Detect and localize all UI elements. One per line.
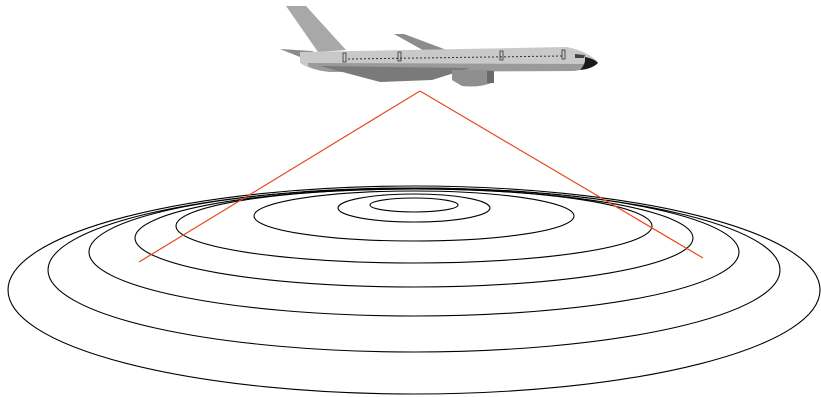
door-front (561, 49, 566, 60)
footprint-ring-3 (253, 190, 575, 242)
radar-beam (138, 90, 704, 263)
beam-line-right (419, 90, 704, 259)
door-mid (397, 51, 402, 62)
beam-line-left (138, 90, 421, 263)
footprint-ring-2 (337, 193, 491, 223)
airplane-icon (280, 6, 598, 87)
cockpit-window (575, 54, 585, 58)
footprint-ring-4 (175, 188, 653, 264)
engine-nacelle (452, 70, 494, 87)
nose-cone (580, 57, 598, 70)
door-front-mid (499, 50, 504, 61)
footprint-rings (7, 185, 821, 395)
footprint-ring-6 (88, 187, 740, 317)
footprint-ring-5 (134, 188, 694, 288)
door-rear (342, 52, 347, 63)
engine-intake (487, 71, 494, 83)
footprint-ring-8 (7, 185, 821, 395)
near-wing (320, 66, 470, 82)
footprint-ring-1 (369, 197, 459, 213)
far-wing (394, 34, 452, 53)
tail-fin (286, 6, 346, 52)
